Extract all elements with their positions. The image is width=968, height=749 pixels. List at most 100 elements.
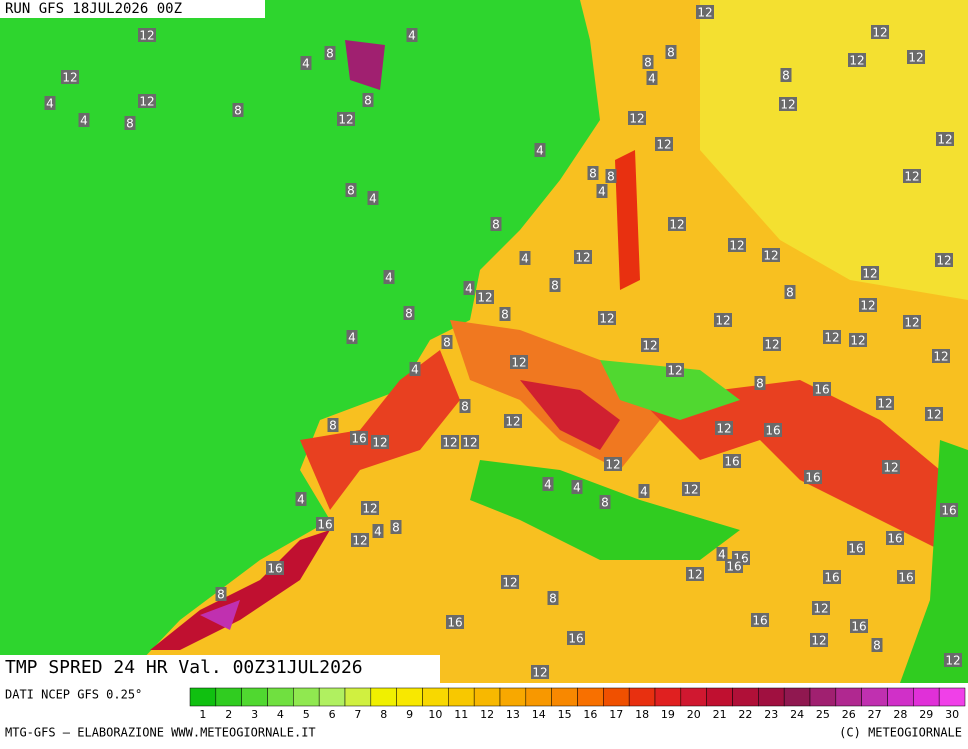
- legend-swatch: [189, 687, 217, 707]
- legend-label: 20: [687, 708, 701, 721]
- contour-label: 8: [443, 336, 451, 350]
- contour-label-box: [714, 313, 732, 327]
- map-field: [0, 0, 968, 683]
- title-box: [0, 655, 440, 683]
- legend-swatch: [654, 687, 682, 707]
- contour-label: 8: [667, 46, 675, 60]
- credit: MTG-GFS — ELABORAZIONE WWW.METEOGIORNALE…: [5, 726, 316, 740]
- legend-label: 16: [583, 708, 597, 721]
- legend-label: 13: [506, 708, 520, 721]
- contour-label: 8: [644, 56, 652, 70]
- contour-label: 12: [872, 26, 887, 40]
- contour-label: 12: [780, 98, 795, 112]
- contour-label: 12: [532, 666, 547, 680]
- legend-swatch: [603, 687, 630, 707]
- contour-label-box: [571, 480, 583, 494]
- contour-label-box: [804, 470, 822, 484]
- source: DATI NCEP GFS 0.25°: [5, 688, 142, 702]
- contour-label: 12: [667, 364, 682, 378]
- contour-label: 8: [329, 419, 337, 433]
- legend-label: 1: [199, 708, 206, 721]
- contour-label-box: [534, 143, 546, 157]
- contour-label: 4: [302, 57, 310, 71]
- contour-label: 8: [217, 588, 225, 602]
- legend-label: 27: [868, 708, 882, 721]
- contour-label-box: [371, 435, 389, 449]
- legend-swatch: [577, 687, 604, 707]
- legend-swatch: [525, 687, 552, 707]
- contour-label-box: [504, 414, 522, 428]
- contour-label-box: [300, 56, 312, 70]
- legend-label: 12: [480, 708, 494, 721]
- contour-label: 4: [369, 192, 377, 206]
- contour-label-box: [638, 484, 650, 498]
- legend-label: 10: [428, 708, 442, 721]
- legend-label: 8: [380, 708, 387, 721]
- contour-label-box: [295, 492, 307, 506]
- contour-label: 8: [347, 184, 355, 198]
- contour-label-box: [848, 53, 866, 67]
- contour-label: 8: [786, 286, 794, 300]
- contour-label-box: [519, 251, 531, 265]
- legend-swatch: [835, 687, 862, 707]
- contour-label: 12: [850, 334, 865, 348]
- contour-label-box: [871, 25, 889, 39]
- legend-label: 18: [635, 708, 649, 721]
- contour-label: 16: [824, 571, 839, 585]
- contour-label: 8: [405, 307, 413, 321]
- contour-label-box: [936, 132, 954, 146]
- legend-swatch: [706, 687, 733, 707]
- legend-swatch: [499, 687, 527, 707]
- contour-label-box: [850, 619, 868, 633]
- contour-label-box: [324, 46, 336, 60]
- contour-label-box: [441, 335, 453, 349]
- contour-label: 4: [640, 485, 648, 499]
- contour-label-box: [780, 68, 792, 82]
- contour-label: 8: [234, 104, 242, 118]
- contour-label: 16: [898, 571, 913, 585]
- contour-label-box: [810, 633, 828, 647]
- contour-label: 12: [669, 218, 684, 232]
- legend-swatch: [809, 687, 837, 707]
- contour-label-box: [383, 270, 395, 284]
- contour-label: 12: [683, 483, 698, 497]
- contour-label-box: [346, 330, 358, 344]
- contour-label: 12: [505, 415, 520, 429]
- contour-label-box: [940, 503, 958, 517]
- legend-swatch: [370, 687, 397, 707]
- contour-label-box: [390, 520, 402, 534]
- legend-swatch: [293, 687, 320, 707]
- contour-label-box: [604, 457, 622, 471]
- contour-label-box: [641, 338, 659, 352]
- contour-label: 4: [536, 144, 544, 158]
- contour-label: 12: [716, 422, 731, 436]
- contour-label-box: [476, 290, 494, 304]
- contour-label: 12: [849, 54, 864, 68]
- contour-label-box: [459, 399, 471, 413]
- contour-label: 12: [575, 251, 590, 265]
- legend-label: 15: [558, 708, 572, 721]
- contour-label-box: [351, 533, 369, 547]
- contour-label: 4: [544, 478, 552, 492]
- contour-label: 16: [887, 532, 902, 546]
- contour-label-box: [362, 93, 374, 107]
- contour-label-box: [409, 362, 421, 376]
- legend-swatch: [732, 687, 759, 707]
- legend-label: 26: [842, 708, 856, 721]
- legend-swatch: [887, 687, 914, 707]
- contour-label: 12: [937, 133, 952, 147]
- contour-label: 12: [687, 568, 702, 582]
- contour-label-box: [871, 638, 883, 652]
- contour-label: 12: [362, 502, 377, 516]
- contour-label: 4: [521, 252, 529, 266]
- contour-label-box: [696, 5, 714, 19]
- contour-label: 12: [933, 350, 948, 364]
- contour-label-box: [403, 306, 415, 320]
- contour-label: 16: [724, 455, 739, 469]
- contour-label-box: [367, 191, 379, 205]
- contour-label: 4: [718, 548, 726, 562]
- contour-label: 8: [326, 47, 334, 61]
- legend-label: 29: [919, 708, 933, 721]
- contour-label: 12: [904, 316, 919, 330]
